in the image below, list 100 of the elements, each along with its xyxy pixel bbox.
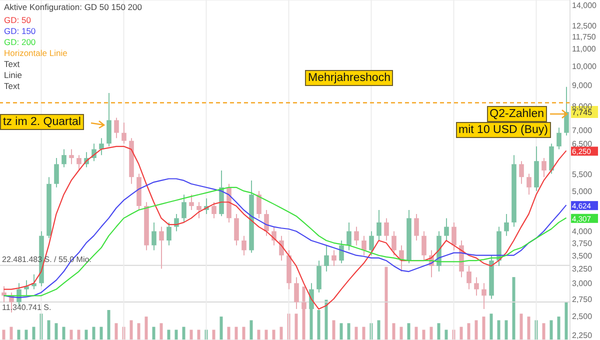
bar bbox=[10, 326, 13, 340]
bar bbox=[400, 326, 403, 340]
text: GD: 150 bbox=[4, 26, 37, 37]
candlestick bbox=[452, 222, 456, 251]
bar bbox=[564, 302, 568, 340]
bar bbox=[542, 323, 546, 340]
candlestick bbox=[422, 230, 426, 262]
candlestick bbox=[54, 158, 59, 188]
annotation: mit 10 USD (Buy) bbox=[456, 122, 551, 138]
bar bbox=[167, 330, 170, 340]
bar bbox=[250, 320, 253, 340]
candlestick bbox=[332, 250, 336, 266]
bar bbox=[340, 323, 343, 340]
y-tick-label: 5,000 bbox=[572, 186, 593, 196]
candlestick bbox=[294, 276, 299, 310]
bar bbox=[497, 320, 500, 340]
y-tick-label: 7,000 bbox=[572, 126, 593, 136]
bar bbox=[212, 330, 216, 340]
candlestick bbox=[556, 127, 562, 150]
bar bbox=[377, 320, 380, 340]
bar bbox=[444, 330, 448, 340]
text: GD: 50 bbox=[4, 15, 32, 26]
ref-line-label: Horizontale Linie bbox=[4, 48, 68, 59]
bar bbox=[257, 330, 260, 340]
candlestick bbox=[264, 209, 269, 236]
bar bbox=[460, 326, 463, 340]
candlestick bbox=[166, 222, 172, 246]
y-tick-label: 2,500 bbox=[572, 312, 593, 322]
candlestick bbox=[256, 190, 262, 219]
candlestick bbox=[362, 235, 366, 256]
candlestick bbox=[564, 86, 569, 136]
candlestick bbox=[466, 265, 472, 290]
bar bbox=[160, 323, 163, 340]
annotation: Linie bbox=[4, 70, 23, 81]
text: GD: 200 bbox=[4, 37, 37, 48]
y-tick-label: 11,750 bbox=[572, 32, 596, 42]
candlestick bbox=[122, 122, 126, 144]
bar bbox=[550, 320, 553, 340]
candlestick bbox=[339, 240, 344, 264]
candlestick bbox=[392, 230, 396, 256]
y-tick-label: 6,500 bbox=[572, 140, 593, 149]
annotation: Text bbox=[4, 81, 21, 92]
bar bbox=[114, 323, 118, 340]
annotation: Mehrjahreshoch bbox=[305, 70, 394, 86]
bar bbox=[84, 330, 88, 340]
y-tick-label: 3,750 bbox=[572, 238, 593, 248]
bar bbox=[504, 320, 508, 340]
bar bbox=[47, 320, 50, 340]
y-tick-label: 14,000 bbox=[572, 1, 598, 10]
bar bbox=[2, 330, 6, 340]
candlestick bbox=[354, 226, 359, 246]
annotation: Text bbox=[4, 59, 21, 70]
candlestick bbox=[504, 214, 509, 236]
bar bbox=[54, 323, 58, 340]
bar bbox=[70, 330, 73, 340]
candlestick bbox=[152, 222, 156, 251]
candlestick bbox=[384, 218, 389, 242]
bar bbox=[520, 314, 523, 340]
y-tick-label: 3,250 bbox=[572, 264, 593, 274]
candlestick bbox=[69, 148, 74, 165]
bar bbox=[294, 314, 298, 340]
y-tick-label: 2,250 bbox=[572, 331, 593, 340]
bar bbox=[77, 330, 80, 340]
candlestick bbox=[159, 226, 164, 270]
y-tick-label: 12,500 bbox=[572, 22, 598, 31]
bar bbox=[354, 326, 358, 340]
y-tick-label: 3,000 bbox=[572, 279, 593, 288]
candlestick bbox=[242, 235, 246, 256]
candlestick bbox=[62, 148, 66, 168]
bar bbox=[280, 326, 283, 340]
bar bbox=[100, 326, 103, 340]
candlestick bbox=[526, 173, 532, 196]
y-tick-label: 4,000 bbox=[572, 227, 593, 236]
bar bbox=[317, 310, 320, 340]
bar bbox=[482, 316, 486, 340]
candlestick bbox=[369, 230, 374, 256]
y-tick-label: 2,750 bbox=[572, 294, 593, 304]
candlestick bbox=[182, 194, 186, 223]
bar bbox=[272, 330, 276, 340]
candlestick bbox=[174, 214, 179, 232]
candlestick bbox=[24, 280, 29, 296]
bar bbox=[362, 326, 366, 340]
bar bbox=[430, 326, 433, 340]
y-tick-label: 3,500 bbox=[572, 251, 593, 260]
candlestick bbox=[316, 260, 322, 293]
candlestick bbox=[106, 92, 112, 147]
y-tick-label: 11,000 bbox=[572, 44, 596, 54]
candlestick bbox=[189, 194, 194, 210]
bar bbox=[197, 330, 200, 340]
candlestick bbox=[376, 209, 382, 242]
ref-line-label: 11.340.741 S. bbox=[2, 302, 52, 312]
bar bbox=[407, 323, 410, 340]
bar bbox=[347, 323, 350, 340]
candlestick bbox=[2, 286, 6, 303]
candlestick bbox=[279, 235, 284, 262]
bar bbox=[130, 320, 133, 340]
y-tick-label: 9,000 bbox=[572, 80, 593, 90]
annotation: Q2-Zahlen bbox=[486, 106, 547, 122]
candlestick bbox=[324, 244, 329, 272]
bar bbox=[17, 330, 20, 340]
